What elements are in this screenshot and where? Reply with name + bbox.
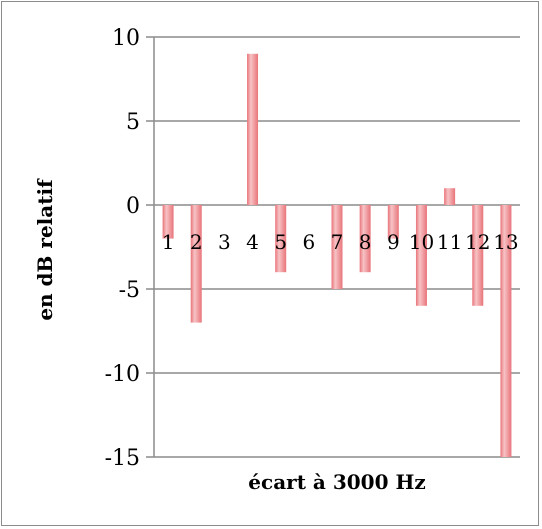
x-tick-label: 1 <box>162 230 175 254</box>
x-tick-label: 3 <box>218 230 231 254</box>
gridlines <box>146 36 520 458</box>
x-tick-label: 10 <box>409 230 434 254</box>
bar-7 <box>331 205 343 289</box>
y-tick-label: -15 <box>105 446 140 471</box>
x-tick-label: 9 <box>387 230 400 254</box>
bar-11 <box>444 188 456 205</box>
y-tick-label: -10 <box>105 362 140 387</box>
bar-2 <box>190 205 202 323</box>
y-tick-labels: 10 5 0 -5 -10 -15 <box>105 26 140 471</box>
x-tick-labels: 1 2 3 4 5 6 7 8 9 10 11 12 13 <box>162 230 519 254</box>
x-tick-label: 8 <box>359 230 372 254</box>
bar-1 <box>162 205 174 239</box>
y-axis-title: en dB relatif <box>33 178 57 321</box>
y-tick-label: 10 <box>112 26 140 51</box>
bar-9 <box>387 205 399 239</box>
bar-12 <box>472 205 484 306</box>
bar-13 <box>500 205 512 457</box>
x-tick-label: 7 <box>331 230 344 254</box>
x-tick-label: 13 <box>493 230 518 254</box>
x-tick-label: 11 <box>437 230 462 254</box>
bar-10 <box>415 205 427 306</box>
bar-5 <box>275 205 287 273</box>
x-tick-label: 4 <box>246 230 259 254</box>
x-axis-title: écart à 3000 Hz <box>248 470 425 494</box>
y-tick-label: 5 <box>126 110 140 135</box>
x-tick-label: 6 <box>302 230 315 254</box>
bar-8 <box>359 205 371 273</box>
x-tick-label: 2 <box>190 230 203 254</box>
x-tick-label: 12 <box>465 230 490 254</box>
x-tick-label: 5 <box>274 230 287 254</box>
bars <box>162 53 512 457</box>
y-tick-label: -5 <box>119 278 140 303</box>
bar-4 <box>247 53 259 205</box>
y-tick-label: 0 <box>126 194 140 219</box>
